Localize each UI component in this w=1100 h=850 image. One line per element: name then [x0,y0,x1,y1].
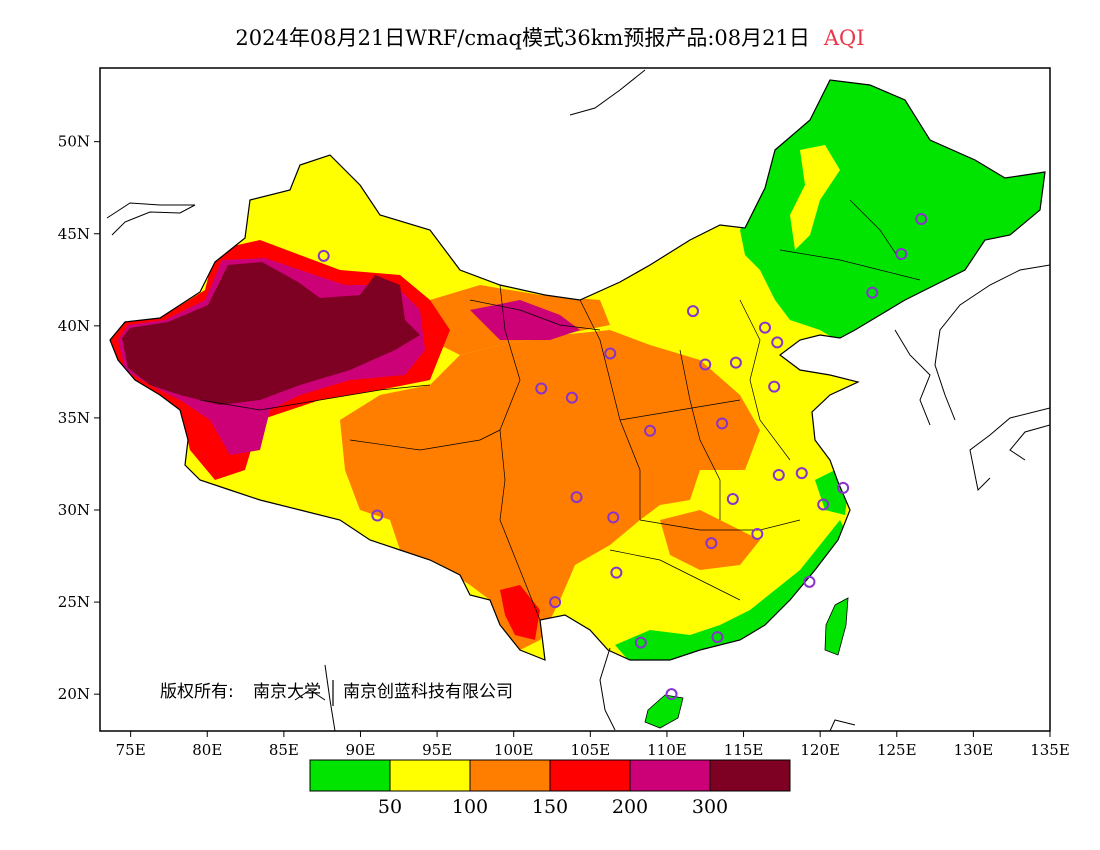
station-marker [772,469,785,482]
station-marker [634,636,647,649]
station-marker [699,358,712,371]
taiwan-island [824,597,849,656]
longitude-axis: 75E 80E 85E 90E 95E 100E 105E 110E 115E 120E 125E 1… [116,731,1070,759]
station-marker [371,509,384,522]
latitude-axis: 20N 25N 30N 35N 40N 45N 50N [58,133,100,703]
lon-tick-label: 125E [877,741,917,759]
lon-tick-label: 75E [116,741,146,759]
station-marker [535,382,548,395]
coastlines [106,69,1050,731]
station-marker [711,631,724,644]
aqi-band-very-unhealthy-inner [470,300,580,340]
copyright-prefix: 版权所有: [160,682,234,702]
province-boundaries [199,199,921,621]
legend-label: 100 [452,796,488,818]
legend-label: 150 [532,796,568,818]
lat-tick-label: 20N [58,685,90,703]
legend-label: 200 [612,796,648,818]
lon-tick-label: 80E [192,741,222,759]
aqi-band-good-patch [790,145,840,250]
lon-tick-label: 135E [1030,741,1070,759]
station-marker [549,596,562,609]
legend-swatch [309,759,391,792]
station-marker [895,248,908,261]
title-main: 2024年08月21日WRF/cmaq模式36km预报产品:08月21日 [235,26,810,50]
station-marker [803,575,816,588]
lat-tick-label: 35N [58,409,90,427]
lat-tick-label: 50N [58,133,90,151]
station-marker [570,491,583,504]
legend-swatch [549,759,631,792]
lat-tick-label: 45N [58,225,90,243]
lat-tick-label: 25N [58,593,90,611]
station-marker [317,249,330,262]
station-marker [915,213,928,226]
title-variable: AQI [823,26,865,50]
aqi-legend: 50 100 150 200 300 [309,759,791,818]
china-border [109,79,1046,661]
lat-tick-label: 40N [58,317,90,335]
aqi-band-unhealthy-south [500,585,540,640]
station-marker [604,347,617,360]
legend-swatch [389,759,471,792]
lon-tick-label: 90E [345,741,375,759]
station-marker [705,537,718,550]
aqi-band-excellent-northeast [740,80,1045,342]
station-marker [726,492,739,505]
station-marker [751,527,764,540]
legend-swatch [629,759,711,792]
lon-tick-label: 105E [571,741,611,759]
station-marker [866,286,879,299]
aqi-band-moderate [340,330,760,650]
lon-tick-label: 110E [647,741,687,759]
lon-tick-label: 120E [800,741,840,759]
station-marker [607,511,620,524]
station-marker [644,424,657,437]
copyright-org-company: 南京创蓝科技有限公司 [343,682,513,702]
station-marker [610,566,623,579]
hainan-island [644,694,684,729]
station-markers [317,213,928,701]
copyright-org-nju: 南京大学 [253,682,321,702]
lon-tick-label: 130E [954,741,994,759]
station-marker [771,336,784,349]
legend-label: 300 [692,796,728,818]
station-marker [768,380,781,393]
station-marker [686,305,699,318]
aqi-band-moderate-south [660,510,760,570]
station-marker [716,417,729,430]
station-marker [729,356,742,369]
aqi-band-hazardous [122,262,420,405]
station-marker [759,321,771,334]
lon-tick-label: 115E [724,741,764,759]
legend-label: 50 [378,796,402,818]
station-marker [837,481,850,494]
station-marker [665,688,678,701]
station-marker [795,467,808,480]
lon-tick-label: 100E [494,741,534,759]
legend-swatch [709,759,791,792]
lat-tick-label: 30N [58,501,90,519]
station-marker [565,391,578,404]
lon-tick-label: 85E [269,741,299,759]
legend-swatch [469,759,551,792]
map-title: 2024年08月21日WRF/cmaq模式36km预报产品:08月21日 AQI [0,22,1100,52]
lon-tick-label: 95E [422,741,452,759]
station-marker [817,498,830,511]
